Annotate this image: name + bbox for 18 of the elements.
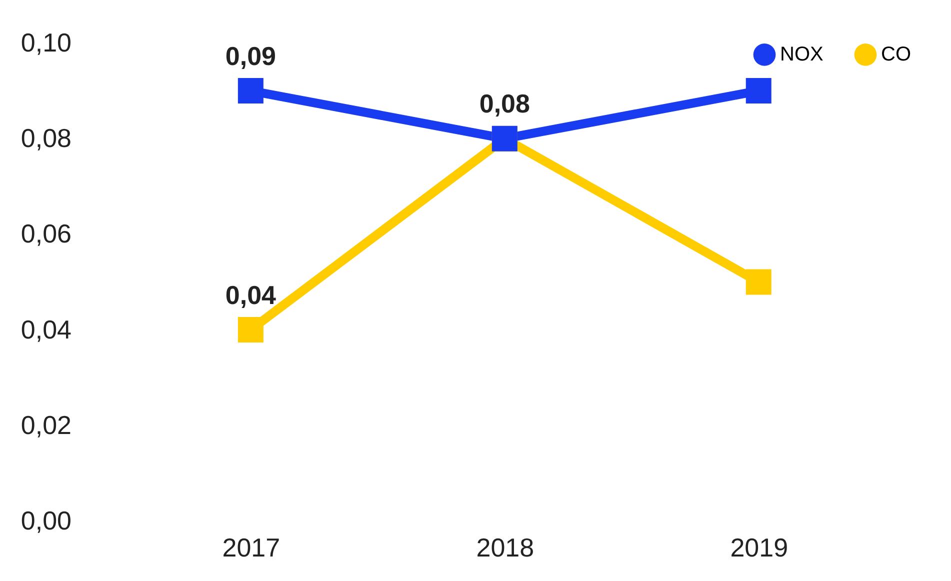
y-tick-label: 0,04 bbox=[20, 314, 72, 344]
y-tick-label: 0,10 bbox=[20, 28, 72, 58]
y-tick-label: 0,06 bbox=[20, 218, 72, 249]
legend-label: CO bbox=[881, 44, 911, 66]
y-tick-label: 0,02 bbox=[20, 410, 72, 440]
data-label: 0,04 bbox=[225, 280, 277, 310]
point bbox=[238, 78, 264, 104]
legend-label: NOX bbox=[780, 44, 824, 66]
point bbox=[746, 78, 772, 104]
x-tick-label: 2018 bbox=[476, 532, 534, 562]
x-tick-label: 2019 bbox=[730, 532, 788, 562]
data-label: 0,08 bbox=[479, 88, 530, 119]
data-label: 0,09 bbox=[225, 40, 276, 71]
point bbox=[238, 317, 264, 343]
x-tick-label: 2017 bbox=[222, 532, 280, 562]
point bbox=[746, 269, 772, 295]
y-tick-label: 0,08 bbox=[20, 123, 72, 154]
y-tick-label: 0,00 bbox=[20, 506, 72, 536]
